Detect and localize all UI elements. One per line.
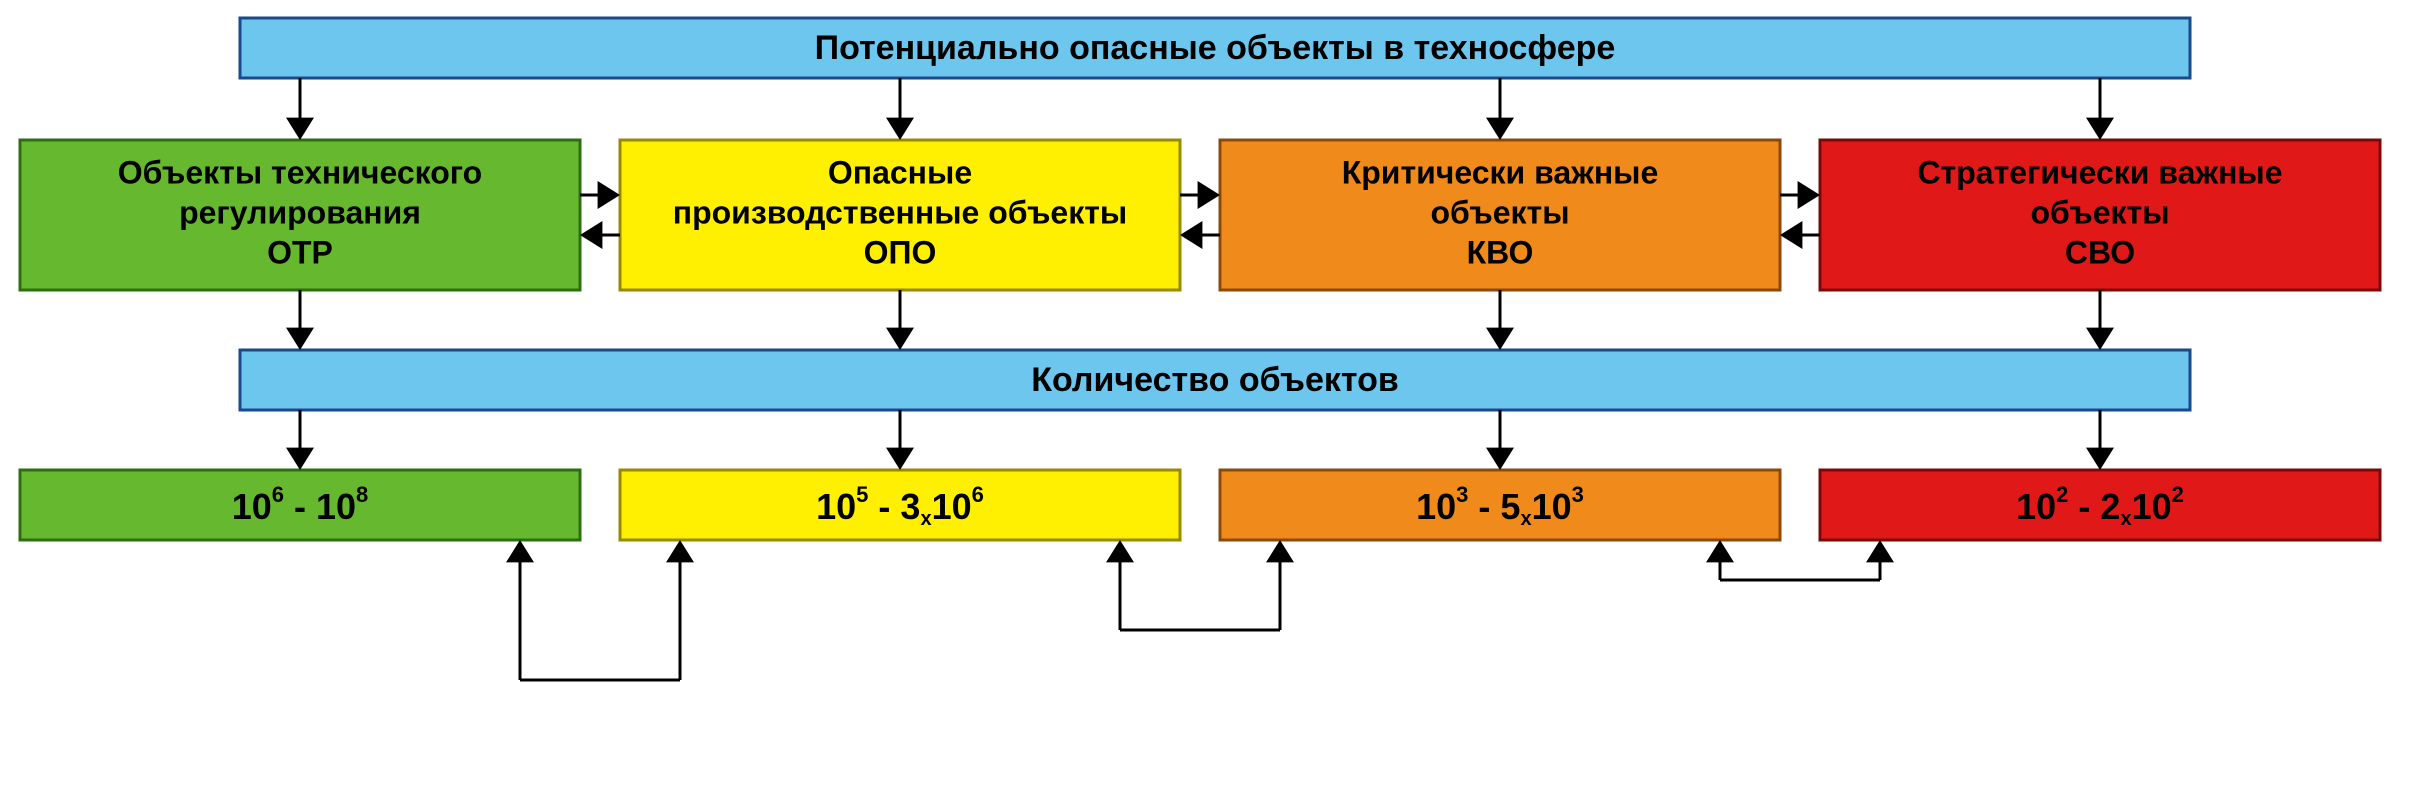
arrowhead-up xyxy=(1706,540,1734,562)
arrowhead-down xyxy=(886,448,914,470)
arrowhead-right xyxy=(1798,181,1820,209)
mid-title-text: Количество объектов xyxy=(1031,361,1399,399)
arrowhead-right xyxy=(1198,181,1220,209)
category-text-2-0: Критически важные xyxy=(1342,154,1659,190)
count-text-2: 103 - 5x103 xyxy=(1416,482,1584,530)
arrowhead-down xyxy=(886,328,914,350)
category-text-0-1: регулирования xyxy=(179,194,421,230)
arrowhead-down xyxy=(2086,328,2114,350)
arrowhead-up xyxy=(506,540,534,562)
arrowhead-down xyxy=(286,328,314,350)
arrowhead-down xyxy=(1486,328,1514,350)
category-text-2-1: объекты xyxy=(1430,194,1569,230)
count-text-1: 105 - 3x106 xyxy=(816,482,984,530)
category-text-1-2: ОПО xyxy=(864,234,937,270)
arrowhead-down xyxy=(2086,118,2114,140)
arrowhead-down xyxy=(1486,448,1514,470)
category-text-0-0: Объекты технического xyxy=(118,154,482,190)
arrowhead-up xyxy=(1106,540,1134,562)
arrowhead-left xyxy=(1180,221,1202,249)
arrowhead-left xyxy=(580,221,602,249)
category-text-1-0: Опасные xyxy=(828,154,972,190)
arrowhead-up xyxy=(1266,540,1294,562)
arrowhead-up xyxy=(666,540,694,562)
category-text-3-2: СВО xyxy=(2065,234,2135,270)
arrowhead-left xyxy=(1780,221,1802,249)
category-text-2-2: КВО xyxy=(1467,234,1534,270)
category-text-3-0: Стратегически важные xyxy=(1917,154,2282,190)
category-text-0-2: ОТР xyxy=(267,234,333,270)
category-text-3-1: объекты xyxy=(2030,194,2169,230)
count-text-3: 102 - 2x102 xyxy=(2016,482,2184,530)
arrowhead-down xyxy=(286,118,314,140)
diagram-canvas: Потенциально опасные объекты в техносфер… xyxy=(0,0,2435,805)
category-text-1-1: производственные объекты xyxy=(673,194,1127,230)
arrowhead-down xyxy=(2086,448,2114,470)
arrowhead-down xyxy=(1486,118,1514,140)
arrowhead-down xyxy=(886,118,914,140)
count-text-0: 106 - 108 xyxy=(232,482,369,526)
top-title-text: Потенциально опасные объекты в техносфер… xyxy=(815,29,1616,67)
arrowhead-up xyxy=(1866,540,1894,562)
arrowhead-right xyxy=(598,181,620,209)
arrowhead-down xyxy=(286,448,314,470)
